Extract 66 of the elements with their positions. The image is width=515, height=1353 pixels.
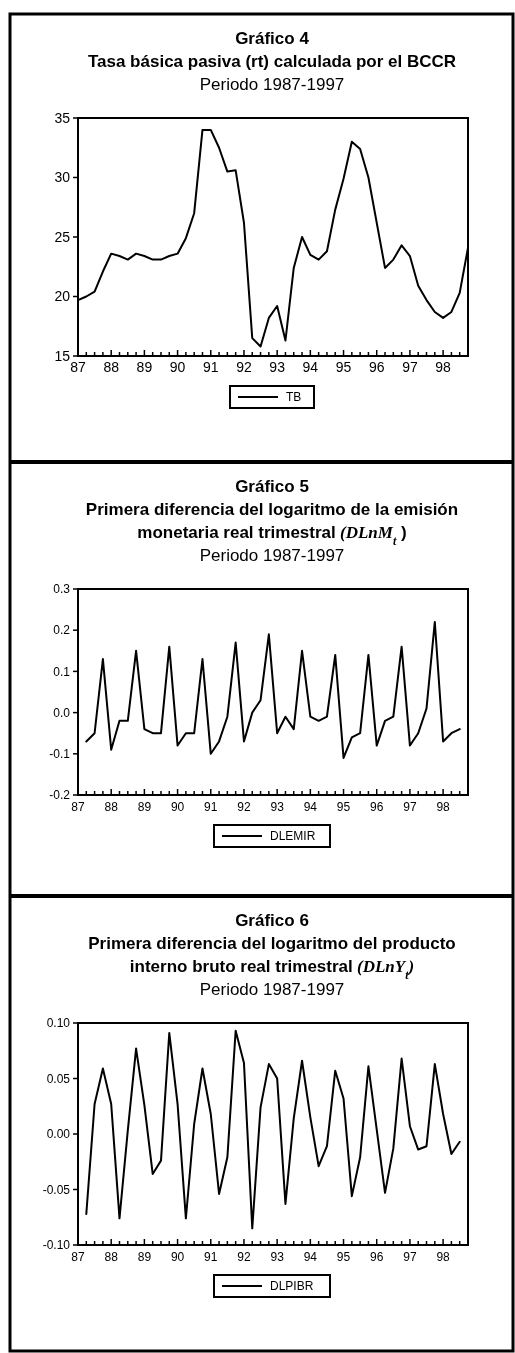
y-tick-label: 0.05 <box>46 1071 71 1086</box>
x-tick-label: 96 <box>368 359 385 375</box>
y-tick-label: 15 <box>54 347 71 364</box>
x-tick-label: 90 <box>170 1250 185 1264</box>
x-tick-label: 98 <box>436 1250 451 1264</box>
chart-title: Gráfico 4 <box>235 29 310 48</box>
y-tick-label: 0.2 <box>53 623 71 638</box>
x-tick-label: 90 <box>170 800 185 814</box>
y-tick-label: -0.2 <box>49 788 71 803</box>
x-tick-label: 93 <box>269 359 286 375</box>
x-tick-label: 92 <box>237 800 251 814</box>
x-tick-label: 98 <box>435 359 452 375</box>
y-tick-label: 30 <box>54 169 71 186</box>
x-tick-label: 96 <box>370 800 384 814</box>
y-tick-label: 25 <box>54 228 71 245</box>
x-tick-label: 90 <box>169 359 186 375</box>
x-tick-label: 87 <box>71 1250 85 1264</box>
x-tick-label: 94 <box>303 800 318 814</box>
y-tick-label: 35 <box>54 109 71 126</box>
y-tick-label: 0.10 <box>46 1016 71 1031</box>
x-tick-label: 91 <box>202 359 219 375</box>
x-tick-label: 93 <box>270 800 285 814</box>
x-tick-label: 94 <box>302 359 319 375</box>
x-tick-label: 97 <box>402 359 418 375</box>
y-tick-label: 0.00 <box>46 1127 71 1142</box>
x-tick-label: 95 <box>336 1250 351 1264</box>
text: Primera diferencia del logaritmo del producto interno bruto real trimestral (DLnY$_{t}$) <box>88 934 456 982</box>
text: Periodo 1987-1997 <box>199 980 345 999</box>
x-tick-label: 87 <box>70 359 86 375</box>
x-tick-label: 88 <box>104 800 119 814</box>
x-tick-label: 92 <box>236 359 252 375</box>
line-series <box>85 620 461 759</box>
x-tick-label: 94 <box>303 1250 318 1264</box>
x-tick-label: 98 <box>436 800 451 814</box>
legend-label: TB <box>286 390 302 405</box>
y-tick-label: 0.1 <box>53 664 71 679</box>
x-tick-label: 95 <box>336 800 351 814</box>
y-tick-label: -0.05 <box>42 1182 71 1197</box>
chart-title: Gráfico 6 <box>235 911 309 930</box>
y-tick-label: 0.0 <box>53 705 71 720</box>
x-tick-label: 87 <box>71 800 85 814</box>
x-tick-label: 96 <box>370 1250 384 1264</box>
x-tick-label: 88 <box>104 1250 119 1264</box>
text: Periodo 1987-1997 <box>199 75 345 94</box>
x-tick-label: 89 <box>137 800 152 814</box>
x-tick-label: 92 <box>237 1250 251 1264</box>
legend-label: DLEMIR <box>270 829 316 844</box>
chart-title: Gráfico 5 <box>235 477 309 496</box>
text: Primera diferencia del logaritmo de la emisión monetaria real trimestral (DLnM$_{t}$ ) <box>85 500 459 548</box>
text: Periodo 1987-1997 <box>199 546 345 565</box>
chart-subtitle: Tasa básica pasiva (rt) calculada por el BCCR <box>87 52 457 71</box>
x-tick-label: 88 <box>103 359 120 375</box>
x-tick-label: 93 <box>270 1250 285 1264</box>
legend-label: DLPIBR <box>270 1279 314 1294</box>
y-tick-label: -0.10 <box>42 1238 71 1253</box>
y-tick-label: -0.1 <box>49 747 71 761</box>
x-tick-label: 91 <box>204 800 218 814</box>
y-tick-label: 20 <box>54 288 71 305</box>
x-tick-label: 97 <box>403 1250 417 1264</box>
line-series <box>85 1029 461 1230</box>
x-tick-label: 89 <box>136 359 153 375</box>
y-tick-label: 0.3 <box>53 582 71 597</box>
x-tick-label: 95 <box>335 359 352 375</box>
x-tick-label: 91 <box>204 1250 218 1264</box>
x-tick-label: 97 <box>403 800 417 814</box>
x-tick-label: 89 <box>137 1250 152 1264</box>
